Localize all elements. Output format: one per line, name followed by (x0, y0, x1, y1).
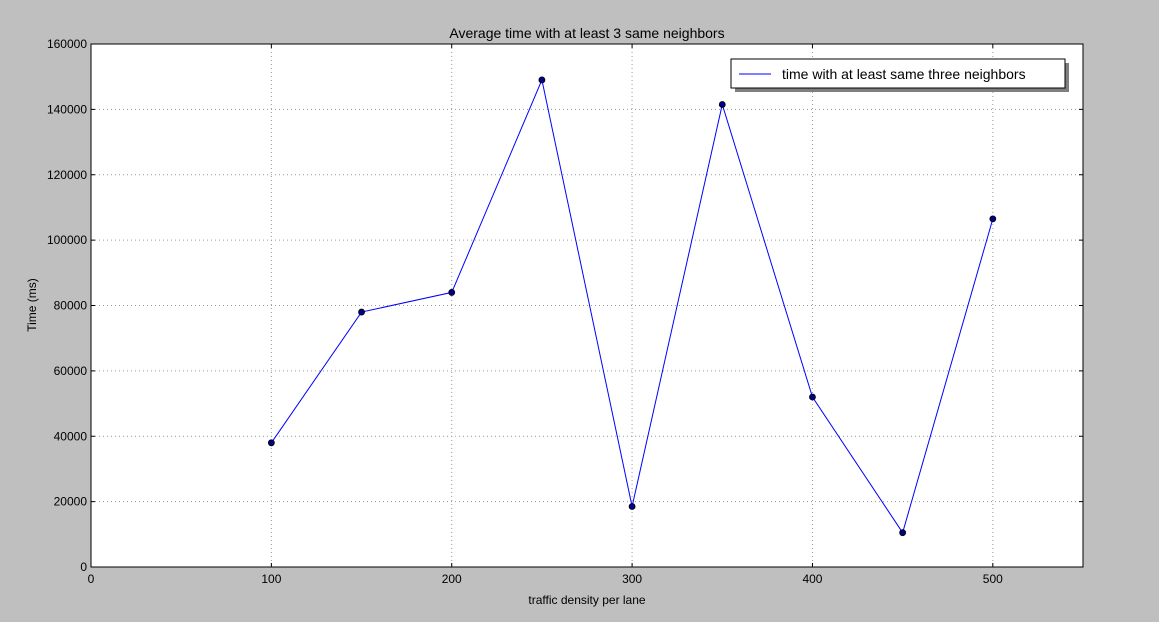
data-point (809, 393, 816, 401)
y-tick-label: 20000 (54, 495, 88, 509)
chart-title: Average time with at least 3 same neighb… (449, 25, 724, 41)
x-tick-label: 300 (622, 572, 642, 586)
y-tick-label: 120000 (47, 168, 87, 182)
data-point (267, 439, 275, 447)
data-point (718, 101, 726, 108)
x-axis-label: traffic density per lane (528, 593, 646, 607)
data-point (358, 308, 365, 316)
legend-label: time with at least same three neighbors (782, 66, 1026, 82)
axis-ticks: 0 100 200 300 400 500 0 20000 40000 60000 80000 100… (47, 37, 1083, 586)
y-tick-label: 0 (80, 560, 87, 574)
legend-box (730, 58, 1066, 89)
x-tick-label: 100 (261, 572, 281, 586)
y-axis-label: Time (ms) (25, 278, 39, 332)
x-tick-label: 200 (442, 572, 462, 586)
x-tick-label: 500 (983, 572, 1003, 586)
data-point (538, 76, 546, 84)
grid-lines (91, 44, 1083, 567)
legend: time with at least same three neighbors (730, 58, 1069, 92)
y-tick-label: 40000 (54, 429, 88, 443)
y-tick-label: 140000 (47, 102, 87, 116)
x-tick-label: 0 (88, 572, 95, 586)
data-point (989, 215, 997, 223)
data-point (628, 503, 636, 510)
y-tick-label: 80000 (54, 299, 88, 313)
y-tick-label: 100000 (47, 233, 87, 247)
data-point (448, 289, 456, 296)
x-tick-label: 400 (802, 572, 822, 586)
y-tick-label: 60000 (54, 364, 88, 378)
data-series (267, 76, 997, 537)
data-point (899, 529, 907, 537)
y-tick-label: 160000 (47, 37, 87, 51)
